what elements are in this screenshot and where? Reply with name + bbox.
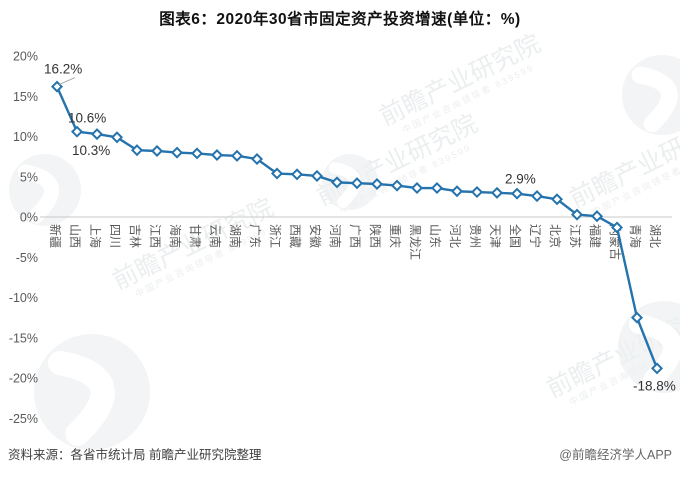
data-point-湖北 [650,362,664,375]
x-axis-label: 浙江 [268,224,282,248]
annotation-label: 16.2% [44,62,82,77]
x-axis-label: 江苏 [568,224,582,248]
x-axis-label: 湖北 [648,224,663,248]
x-axis-label: 海南 [168,224,183,248]
data-point-广东 [250,153,264,166]
x-axis-label: 重庆 [388,224,402,248]
x-axis-label: 江西 [148,224,162,248]
x-axis-label: 广西 [348,224,362,248]
data-point-全国 [510,187,524,200]
data-point-西藏 [290,168,304,181]
annotation-label: 10.3% [72,143,110,158]
annotation-label: -18.8% [633,378,676,393]
data-point-河南 [330,176,344,189]
data-point-吉林 [130,144,144,157]
x-axis-label: 吉林 [128,224,142,248]
data-point-新疆 [50,80,64,93]
y-tick-label: -15% [9,331,38,345]
x-axis-label: 云南 [208,224,223,248]
y-tick-label: -5% [16,251,38,265]
x-axis-label: 甘肃 [188,224,202,248]
y-tick-label: -25% [9,412,38,426]
data-point-湖南 [230,149,244,162]
annotation-label: 10.6% [68,111,106,126]
annotation-leader-line [58,77,76,86]
data-point-甘肃 [190,147,204,160]
data-point-安徽 [310,169,324,182]
x-axis-label: 福建 [588,224,603,248]
data-point-天津 [490,186,504,199]
data-point-河北 [450,185,464,198]
data-point-云南 [210,149,224,162]
x-axis-label: 天津 [488,224,502,248]
y-tick-label: 5% [20,170,38,184]
y-tick-label: 15% [13,90,38,104]
x-axis-label: 山西 [68,224,82,248]
y-tick-label: -20% [9,372,38,386]
x-axis-label: 河南 [328,224,343,248]
x-axis-label: 西藏 [288,224,302,248]
x-axis-label: 贵州 [468,224,482,248]
x-axis-label: 黑龙江 [408,224,422,260]
x-axis-label: 山东 [428,224,442,248]
x-axis-label: 北京 [548,224,562,248]
data-point-海南 [170,146,184,159]
y-tick-label: -10% [9,291,38,305]
y-tick-label: 20% [13,50,38,64]
data-point-江苏 [570,208,584,221]
y-tick-label: 0% [20,211,38,225]
x-axis-label: 河北 [448,224,462,248]
x-axis-label: 广东 [248,224,262,248]
data-point-上海 [90,128,104,141]
data-point-浙江 [270,167,284,180]
data-point-陕西 [370,177,384,191]
x-axis-label: 新疆 [48,224,63,248]
chart-footer: 资料来源：各省市统计局 前瞻产业研究院整理 @前瞻经济学人APP [8,444,672,463]
data-point-广西 [350,177,364,190]
data-point-辽宁 [530,190,544,203]
data-point-贵州 [470,186,484,199]
chart-title: 图表6：2020年30省市固定资产投资增速(单位：%) [159,11,521,28]
data-point-山东 [430,182,444,195]
watermark-logo-swoosh [47,350,115,446]
watermark-logo-swoosh [631,66,678,133]
data-point-江西 [150,144,164,158]
data-source-label: 资料来源：各省市统计局 前瞻产业研究院整理 [8,448,262,462]
data-point-四川 [110,131,124,144]
x-axis-label: 全国 [508,224,523,248]
x-axis-label: 四川 [108,224,122,248]
annotation-label: 2.9% [505,172,536,187]
x-axis-label: 湖南 [228,224,243,248]
x-axis-label: 辽宁 [528,224,543,248]
watermark-logo-swoosh [629,314,680,390]
x-axis-label: 上海 [88,224,103,248]
x-axis-label: 安徽 [308,224,323,248]
data-point-北京 [550,193,564,206]
data-point-福建 [590,210,604,223]
data-point-青海 [630,311,644,324]
x-axis-label: 青海 [628,224,643,248]
watermark-logo-swoosh [17,164,60,224]
y-tick-label: 10% [13,130,38,144]
app-credit-label: @前瞻经济学人APP [559,448,672,462]
data-point-重庆 [390,179,404,192]
x-axis-label: 陕西 [368,224,383,248]
data-point-内蒙古 [610,221,624,234]
data-point-黑龙江 [410,182,424,195]
data-point-山西 [70,125,84,138]
